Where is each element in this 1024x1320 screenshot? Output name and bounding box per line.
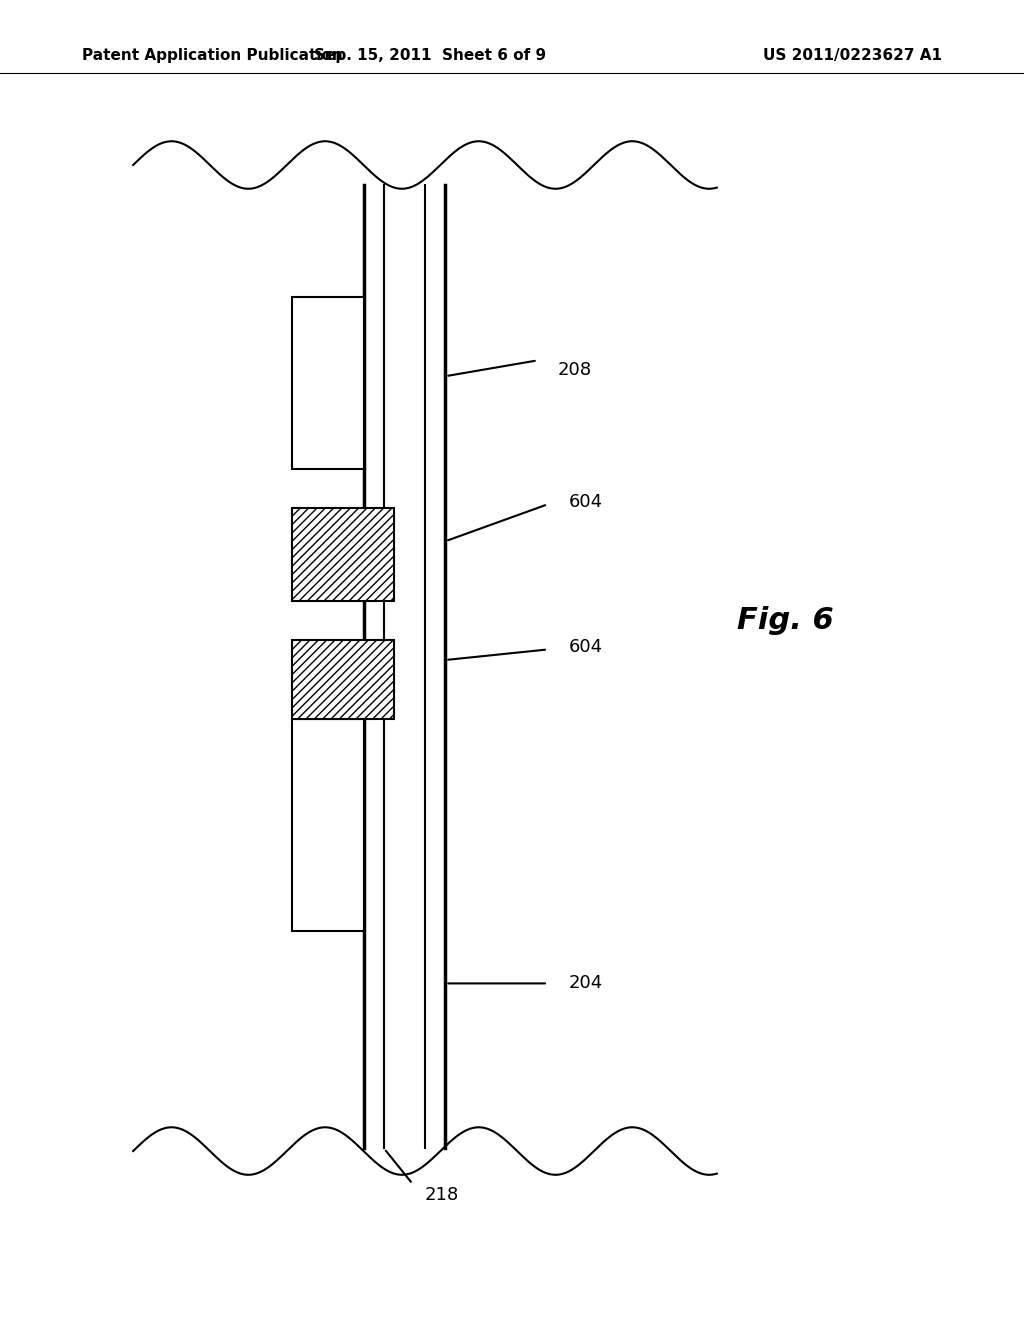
Text: Sep. 15, 2011  Sheet 6 of 9: Sep. 15, 2011 Sheet 6 of 9 [314, 48, 546, 63]
Text: Fig. 6: Fig. 6 [737, 606, 834, 635]
Text: 204: 204 [568, 974, 602, 993]
Bar [292, 297, 364, 469]
Bar [292, 640, 394, 719]
Text: 218: 218 [425, 1185, 459, 1204]
Text: 604: 604 [568, 638, 602, 656]
Text: US 2011/0223627 A1: US 2011/0223627 A1 [763, 48, 942, 63]
Text: 604: 604 [568, 492, 602, 511]
Bar [292, 719, 364, 931]
Text: Patent Application Publication: Patent Application Publication [82, 48, 343, 63]
Text: 208: 208 [558, 360, 592, 379]
Bar [292, 508, 394, 601]
